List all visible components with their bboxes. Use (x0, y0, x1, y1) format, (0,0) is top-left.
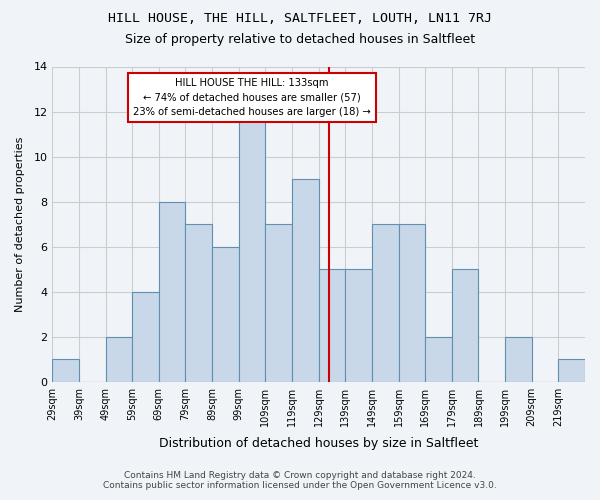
Text: Contains HM Land Registry data © Crown copyright and database right 2024.
Contai: Contains HM Land Registry data © Crown c… (103, 470, 497, 490)
Text: HILL HOUSE, THE HILL, SALTFLEET, LOUTH, LN11 7RJ: HILL HOUSE, THE HILL, SALTFLEET, LOUTH, … (108, 12, 492, 26)
Bar (505, 336, 532, 382)
Text: Size of property relative to detached houses in Saltfleet: Size of property relative to detached ho… (125, 32, 475, 46)
Bar (452, 269, 478, 382)
Bar (239, 112, 265, 382)
Bar (372, 224, 398, 382)
Bar (292, 179, 319, 382)
Y-axis label: Number of detached properties: Number of detached properties (15, 136, 25, 312)
Bar (159, 202, 185, 382)
Bar (265, 224, 292, 382)
Bar (559, 360, 585, 382)
Bar (319, 269, 345, 382)
Bar (52, 360, 79, 382)
Bar (212, 246, 239, 382)
Bar (425, 336, 452, 382)
Bar (345, 269, 372, 382)
Bar (185, 224, 212, 382)
Text: HILL HOUSE THE HILL: 133sqm
← 74% of detached houses are smaller (57)
23% of sem: HILL HOUSE THE HILL: 133sqm ← 74% of det… (133, 78, 371, 118)
X-axis label: Distribution of detached houses by size in Saltfleet: Distribution of detached houses by size … (159, 437, 478, 450)
Bar (132, 292, 159, 382)
Bar (106, 336, 132, 382)
Bar (398, 224, 425, 382)
